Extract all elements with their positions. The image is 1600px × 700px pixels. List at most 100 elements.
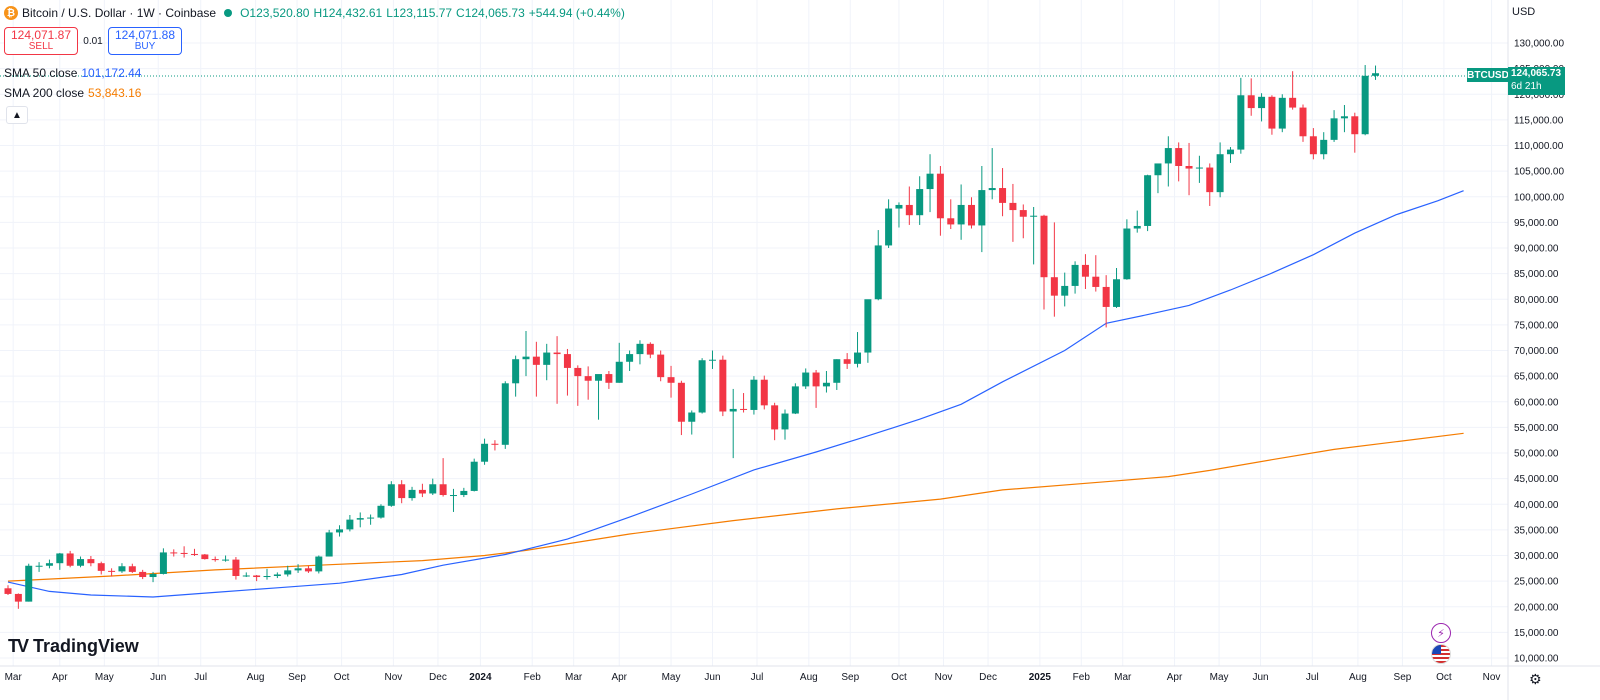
candle-body (1289, 97, 1297, 108)
candle-body (729, 408, 737, 412)
x-tick-label: Jul (1306, 672, 1319, 683)
x-tick-label: Nov (384, 672, 402, 683)
candle-body (118, 566, 126, 572)
candle-body (222, 559, 230, 561)
candle-body (781, 413, 789, 430)
bitcoin-icon: ₿ (4, 6, 18, 20)
candle-body (211, 559, 219, 561)
y-tick-label: 55,000.00 (1514, 423, 1559, 434)
x-tick-label: Sep (841, 672, 859, 683)
currency-selector[interactable]: USD (1512, 6, 1536, 18)
x-tick-label: Feb (1073, 672, 1091, 683)
y-tick-label: 85,000.00 (1514, 269, 1559, 280)
y-tick-label: 80,000.00 (1514, 295, 1559, 306)
candle-body (481, 443, 489, 462)
candle-body (470, 461, 478, 491)
candle-body (1081, 264, 1089, 277)
candle-body (1351, 116, 1359, 135)
y-tick-label: 60,000.00 (1514, 397, 1559, 408)
candle-body (667, 377, 675, 383)
us-flag-icon[interactable] (1431, 644, 1451, 664)
candle-body (449, 495, 457, 497)
candle-body (128, 566, 136, 572)
candle-body (812, 372, 820, 387)
candle-body (822, 382, 830, 387)
last-price-label: 124,065.73 6d 21h (1508, 67, 1565, 95)
tradingview-logo[interactable]: TV TradingView (8, 636, 139, 657)
collapse-legend-chevron-up-icon[interactable]: ▲ (6, 106, 28, 124)
time-axis[interactable]: Mar Apr May Jun Jul Aug Sep Oct Nov Dec 2024 Feb Mar… (5, 672, 1501, 683)
candle-body (1144, 175, 1152, 226)
candle-body (149, 573, 157, 578)
y-tick-label: 20,000.00 (1514, 602, 1559, 613)
candle-body (522, 356, 530, 360)
gear-icon[interactable]: ⚙ (1529, 671, 1542, 687)
candle-body (1009, 202, 1017, 211)
price-change: +544.94 (+0.44%) (528, 6, 625, 20)
sma50-line (7, 190, 1464, 598)
x-tick-label: 2025 (1029, 672, 1052, 683)
candle-body (418, 489, 426, 494)
sell-button[interactable]: 124,071.87 SELL (4, 27, 78, 55)
y-tick-label: 30,000.00 (1514, 551, 1559, 562)
y-tick-label: 10,000.00 (1514, 654, 1559, 665)
x-tick-label: Jul (751, 672, 764, 683)
candle-body (367, 517, 375, 519)
candle-body (688, 412, 696, 422)
sma200-line (7, 432, 1464, 582)
candle-body (750, 379, 758, 410)
candle-body (263, 576, 271, 578)
candle-body (56, 553, 64, 564)
candle-body (760, 379, 768, 406)
indicator-sma50[interactable]: SMA 50 close 101,172.44 (4, 66, 141, 80)
candle-body (771, 405, 779, 430)
candle-body (708, 359, 716, 361)
candle-body (190, 553, 198, 555)
candle-body (895, 204, 903, 209)
candle-body (605, 374, 613, 383)
indicator-sma200[interactable]: SMA 200 close 53,843.16 (4, 86, 141, 100)
y-tick-label: 15,000.00 (1514, 628, 1559, 639)
x-tick-label: Sep (1394, 672, 1412, 683)
y-tick-label: 75,000.00 (1514, 320, 1559, 331)
candle-body (1226, 149, 1234, 155)
candle-body (346, 519, 354, 530)
candle-body (843, 359, 851, 364)
candle-body (926, 173, 934, 190)
symbol-tag: BTCUSD (1467, 68, 1509, 82)
candle-body (657, 354, 665, 378)
x-tick-label: 2024 (469, 672, 492, 683)
ohlc-open: O123,520.80 (240, 6, 310, 20)
candle-body (1185, 166, 1193, 169)
chart-grid (0, 0, 1508, 666)
buy-label: BUY (134, 41, 156, 52)
candle-body (284, 570, 292, 575)
x-tick-label: Jun (704, 672, 720, 683)
ohlc-high: H124,432.61 (313, 6, 383, 20)
candle-body (1268, 96, 1276, 129)
candle-body (315, 556, 323, 572)
x-tick-label: Mar (565, 672, 583, 683)
candle-body (1247, 95, 1255, 109)
symbol-title[interactable]: Bitcoin / U.S. Dollar · 1W · Coinbase (22, 6, 217, 20)
candle-body (25, 565, 33, 602)
candle-body (947, 218, 955, 225)
y-tick-label: 110,000.00 (1514, 141, 1564, 152)
x-tick-label: Apr (52, 672, 68, 683)
candle-body (916, 189, 924, 216)
lightning-icon[interactable]: ⚡ (1431, 623, 1451, 643)
candle-body (14, 593, 22, 602)
price-axis[interactable]: 10,000.00 15,000.00 20,000.00 25,000.00 30,0… (1514, 39, 1564, 665)
candle-body (874, 245, 882, 300)
candle-body (1237, 95, 1245, 150)
candle-body (978, 190, 986, 226)
x-tick-label: Apr (1167, 672, 1183, 683)
y-tick-label: 105,000.00 (1514, 167, 1564, 178)
candle-body (833, 359, 841, 383)
y-tick-label: 25,000.00 (1514, 577, 1559, 588)
candle-body (791, 386, 799, 414)
candle-body (1071, 264, 1079, 286)
candle-body (1061, 285, 1069, 296)
buy-button[interactable]: 124,071.88 BUY (108, 27, 182, 55)
